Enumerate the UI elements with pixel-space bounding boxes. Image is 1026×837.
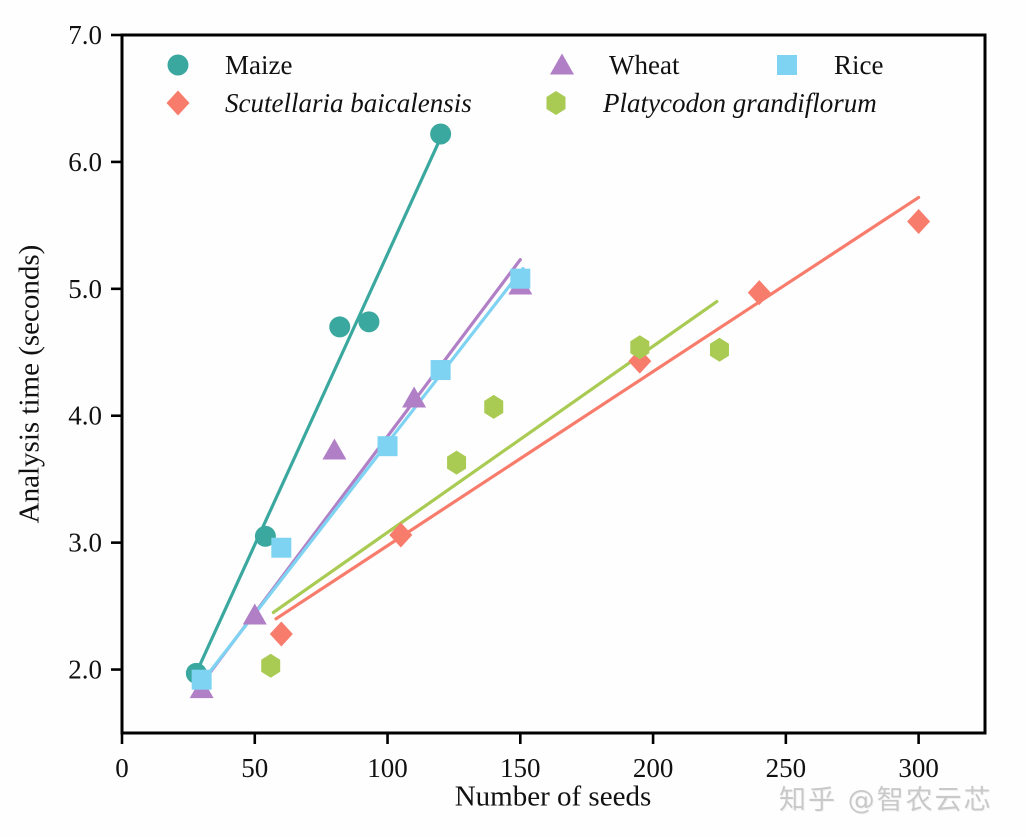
trend-line-circle [192,136,443,681]
x-tick-label: 50 [241,753,268,783]
y-axis-title: Analysis time (seconds) [13,244,46,524]
trend-line-diamond [274,195,921,621]
y-tick-label: 5.0 [68,274,102,304]
legend-item-rice: Rice [772,50,883,80]
plot-frame [120,33,987,735]
data-point-hexagon [484,394,504,419]
data-point-hexagon [630,335,650,360]
x-axis-title: Number of seeds [454,780,652,813]
diamond-marker-icon [166,90,190,116]
legend-label: Wheat [609,49,680,80]
data-point-circle [254,525,276,547]
data-point-circle [329,316,351,338]
y-tick-label: 4.0 [68,401,102,431]
legend-item-scutellaria-baicalensis: Scutellaria baicalensis [163,88,472,118]
data-point-triangle [322,438,347,460]
y-tick-label: 7.0 [68,20,102,50]
x-tick-label: 100 [367,753,408,783]
data-point-square [191,669,212,690]
data-point-diamond [747,280,771,306]
data-point-triangle [402,386,427,408]
x-tick-label: 0 [115,753,129,783]
x-tick-label: 300 [898,753,939,783]
legend-label: Maize [225,49,293,80]
data-point-diamond [907,209,931,235]
x-tick-label: 200 [633,753,674,783]
hexagon-marker-icon [546,91,566,115]
legend-item-wheat: Wheat [547,50,679,80]
data-point-diamond [269,621,293,647]
y-tick-label: 3.0 [68,528,102,558]
data-point-circle [430,123,452,145]
x-tick-label: 150 [500,753,541,783]
data-point-hexagon [709,337,729,362]
legend-label: Rice [834,49,884,80]
data-point-square [510,268,531,289]
triangle-marker-icon [550,53,574,75]
circle-marker-icon [167,54,189,76]
y-tick-label: 6.0 [68,147,102,177]
data-point-square [377,436,398,457]
data-point-square [430,360,451,381]
data-point-circle [358,311,380,333]
legend-label: Platycodon grandiflorum [603,87,877,118]
data-point-hexagon [261,653,281,678]
data-point-diamond [389,522,413,548]
square-marker-icon [777,55,797,75]
data-point-square [271,537,292,558]
data-point-triangle [242,603,267,625]
legend-item-platycodon-grandiflorum: Platycodon grandiflorum [541,88,877,118]
legend-item-maize: Maize [163,50,292,80]
legend-label: Scutellaria baicalensis [225,87,472,118]
x-tick-label: 250 [766,753,807,783]
watermark: 知乎 @智农云芯 [779,785,993,816]
y-tick-label: 2.0 [68,655,102,685]
data-point-hexagon [447,450,467,475]
